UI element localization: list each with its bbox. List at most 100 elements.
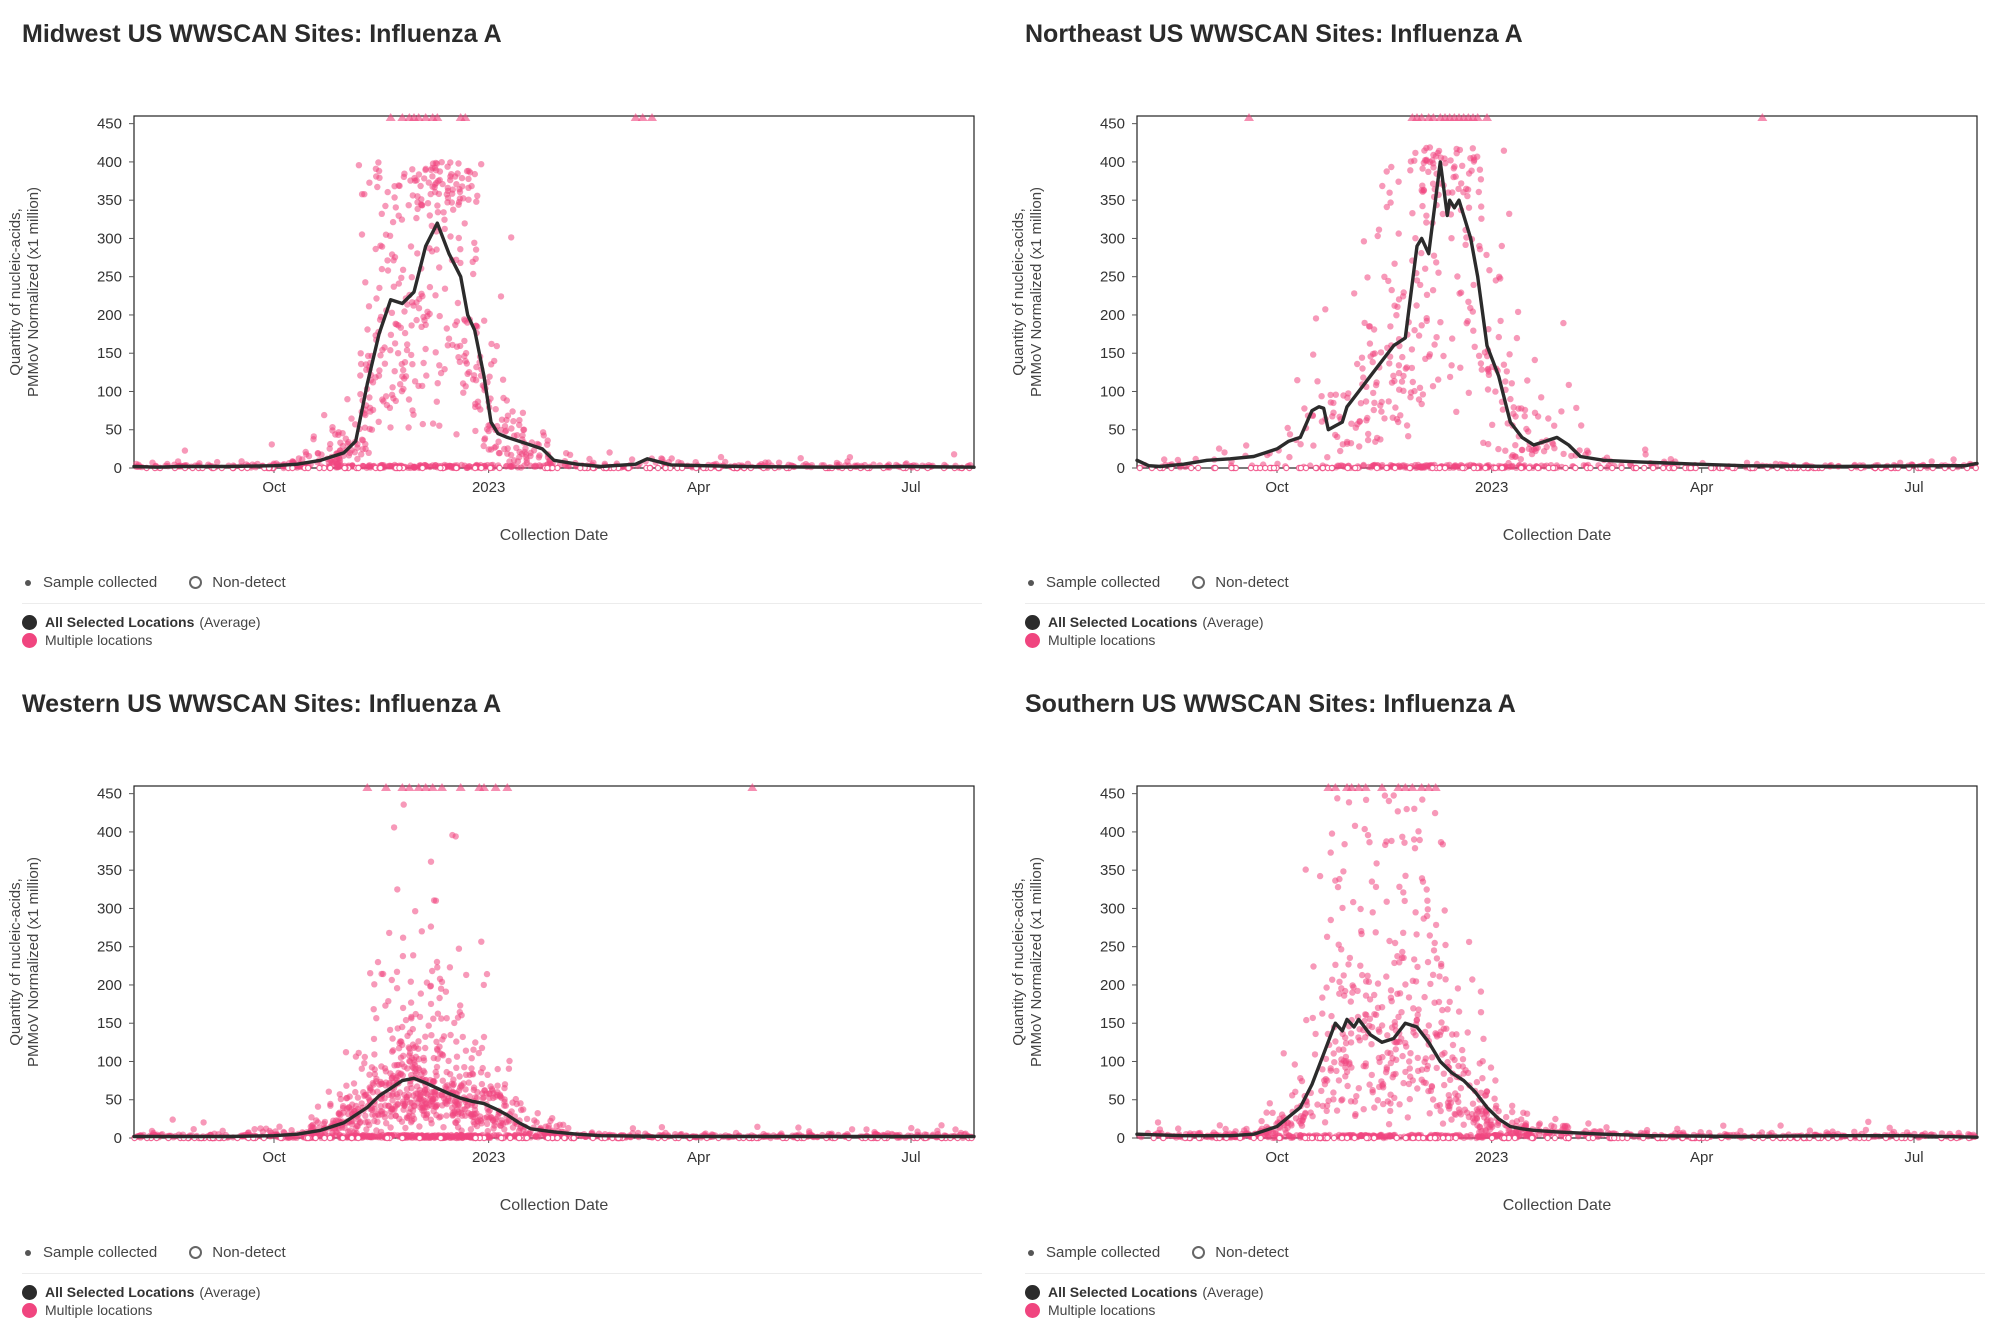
legend-sample-collected[interactable]: Sample collected (22, 1244, 157, 1261)
legend-sample-collected[interactable]: Sample collected (1025, 574, 1160, 591)
data-point (472, 427, 479, 435)
data-point (497, 1122, 504, 1129)
data-point (1435, 269, 1442, 276)
data-point (496, 449, 503, 457)
data-point (1323, 1107, 1330, 1115)
data-point (494, 1113, 501, 1121)
data-point (425, 1022, 432, 1029)
legend-non-detect[interactable]: Non-detect (189, 574, 286, 591)
non-detect-point (1330, 1134, 1338, 1142)
legend-non-detect[interactable]: Non-detect (1192, 574, 1289, 591)
data-point (332, 1128, 339, 1135)
data-point (1357, 905, 1364, 913)
data-point (1851, 1128, 1858, 1135)
data-point (1161, 456, 1168, 463)
legend-average[interactable]: All Selected Locations (Average) (22, 614, 261, 630)
legend-sample-collected[interactable]: Sample collected (22, 574, 157, 591)
data-point (1486, 267, 1493, 274)
legend-multiple[interactable]: Multiple locations (22, 1302, 152, 1318)
data-point (1405, 994, 1413, 1001)
data-point (1387, 987, 1395, 994)
data-point (389, 218, 397, 226)
data-point (1356, 443, 1363, 450)
data-point (1364, 831, 1372, 839)
data-point (846, 454, 854, 461)
average-dot-icon (22, 1284, 37, 1300)
data-point (1465, 389, 1472, 396)
data-point (402, 1016, 410, 1024)
data-point (1548, 1122, 1555, 1129)
non-detect-point (654, 464, 662, 472)
data-point (396, 1089, 403, 1096)
data-point (1363, 417, 1370, 424)
data-point (393, 968, 401, 975)
data-point (370, 1006, 377, 1013)
data-point (419, 293, 426, 300)
data-point (544, 437, 551, 444)
data-point (1560, 450, 1567, 458)
data-point (1363, 1011, 1370, 1019)
data-point (474, 398, 482, 405)
data-point (1330, 1050, 1337, 1057)
legend-average[interactable]: All Selected Locations (Average) (1025, 1284, 1264, 1300)
data-point (1955, 1129, 1962, 1137)
data-point (1332, 1038, 1339, 1045)
data-point (460, 389, 467, 396)
data-point (508, 425, 515, 432)
legend-multiple[interactable]: Multiple locations (1025, 632, 1155, 648)
data-point (456, 1073, 463, 1080)
data-point (1342, 1034, 1349, 1041)
data-point (1278, 1111, 1286, 1118)
over-max-marker (1416, 783, 1427, 791)
data-point (1302, 866, 1309, 873)
data-point (444, 199, 451, 206)
data-point (376, 367, 383, 374)
legend-average[interactable]: All Selected Locations (Average) (22, 1284, 261, 1300)
x-tick-label: 2023 (1475, 1149, 1508, 1166)
legend-average[interactable]: All Selected Locations (Average) (1025, 614, 1264, 630)
x-axis-label: Collection Date (1503, 1197, 1612, 1214)
data-point (1333, 1107, 1341, 1114)
data-point (1397, 412, 1404, 419)
data-point (1366, 996, 1374, 1003)
y-tick-label: 450 (1100, 786, 1125, 803)
legend-multiple[interactable]: Multiple locations (1025, 1302, 1155, 1318)
data-point (325, 1088, 332, 1095)
x-tick-label: Apr (687, 479, 710, 496)
data-point (501, 1081, 509, 1088)
non-detect-point (1551, 1134, 1559, 1142)
legend-multiple[interactable]: Multiple locations (22, 632, 152, 648)
data-point (445, 1133, 452, 1140)
data-point (1378, 1078, 1385, 1085)
legend-non-detect[interactable]: Non-detect (1192, 1244, 1289, 1261)
over-max-marker (747, 783, 758, 791)
data-point (411, 378, 419, 385)
data-point (375, 418, 382, 425)
data-point (469, 376, 477, 383)
over-max-marker (1353, 783, 1364, 791)
data-point (449, 190, 456, 197)
data-point (427, 923, 435, 930)
legend-sample-collected[interactable]: Sample collected (1025, 1244, 1160, 1261)
data-point (1478, 366, 1485, 373)
data-point (1429, 383, 1437, 390)
data-point (1353, 1093, 1360, 1100)
data-point (1395, 362, 1403, 369)
data-point (1457, 1084, 1465, 1092)
data-point (483, 970, 491, 978)
x-axis-label: Collection Date (500, 527, 609, 544)
data-point (371, 1117, 378, 1125)
non-detect-ring-icon (1192, 1246, 1206, 1259)
data-point (470, 1046, 477, 1053)
data-point (1399, 833, 1406, 840)
non-detect-point (312, 1134, 319, 1142)
data-point (407, 1132, 414, 1139)
legend-non-detect[interactable]: Non-detect (189, 1244, 286, 1261)
data-point (1440, 1025, 1447, 1032)
y-tick-label: 250 (1100, 939, 1125, 956)
data-point (421, 1069, 428, 1076)
